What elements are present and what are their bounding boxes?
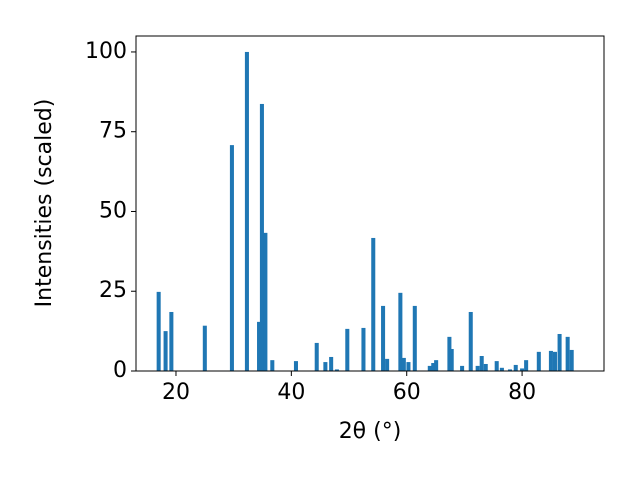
bar	[536, 351, 541, 371]
bar	[270, 360, 275, 371]
bar	[345, 328, 350, 371]
bar	[569, 349, 574, 371]
y-tick-label: 75	[99, 119, 127, 144]
bar	[323, 362, 328, 371]
bar	[507, 369, 512, 371]
bar	[552, 351, 557, 371]
bar	[293, 361, 298, 371]
bar	[381, 305, 386, 371]
bar	[398, 292, 403, 371]
bar	[314, 342, 319, 371]
bar	[371, 237, 376, 371]
bar	[427, 365, 432, 371]
bar	[406, 362, 411, 371]
bar	[460, 365, 465, 371]
y-tick-label: 25	[99, 278, 127, 303]
x-tick-label: 80	[508, 380, 536, 405]
bar	[475, 365, 480, 371]
bar	[229, 145, 234, 371]
bar	[494, 361, 499, 371]
bar	[244, 51, 249, 371]
x-tick-label: 20	[162, 380, 190, 405]
bar	[449, 348, 454, 371]
x-tick-label: 60	[393, 380, 421, 405]
bar	[520, 368, 525, 371]
bar	[565, 336, 570, 371]
bar	[431, 363, 436, 371]
bar	[548, 350, 553, 371]
y-tick-label: 100	[85, 39, 127, 64]
bar	[259, 103, 264, 371]
bar	[524, 360, 529, 371]
bar	[557, 333, 562, 371]
bar	[447, 336, 452, 371]
bar	[263, 232, 268, 371]
bar	[169, 311, 174, 371]
bar	[513, 364, 518, 371]
bar	[257, 321, 262, 371]
plot-frame	[135, 35, 605, 372]
bar	[329, 356, 334, 371]
bar	[401, 357, 406, 371]
y-tick-label: 50	[99, 198, 127, 223]
bar	[385, 358, 390, 371]
y-axis-label: Intensities (scaled)	[32, 99, 57, 308]
bar	[479, 356, 484, 371]
bar	[468, 311, 473, 371]
bar	[156, 291, 161, 371]
bar	[334, 369, 339, 371]
bar	[499, 367, 504, 371]
x-tick-label: 40	[277, 380, 305, 405]
x-axis-label: 2θ (°)	[339, 419, 402, 444]
bar	[434, 360, 439, 371]
bar	[483, 363, 488, 371]
bar	[163, 331, 168, 371]
bar	[412, 305, 417, 371]
y-tick-label: 0	[113, 358, 127, 383]
bar	[202, 325, 207, 371]
bar	[361, 327, 366, 371]
